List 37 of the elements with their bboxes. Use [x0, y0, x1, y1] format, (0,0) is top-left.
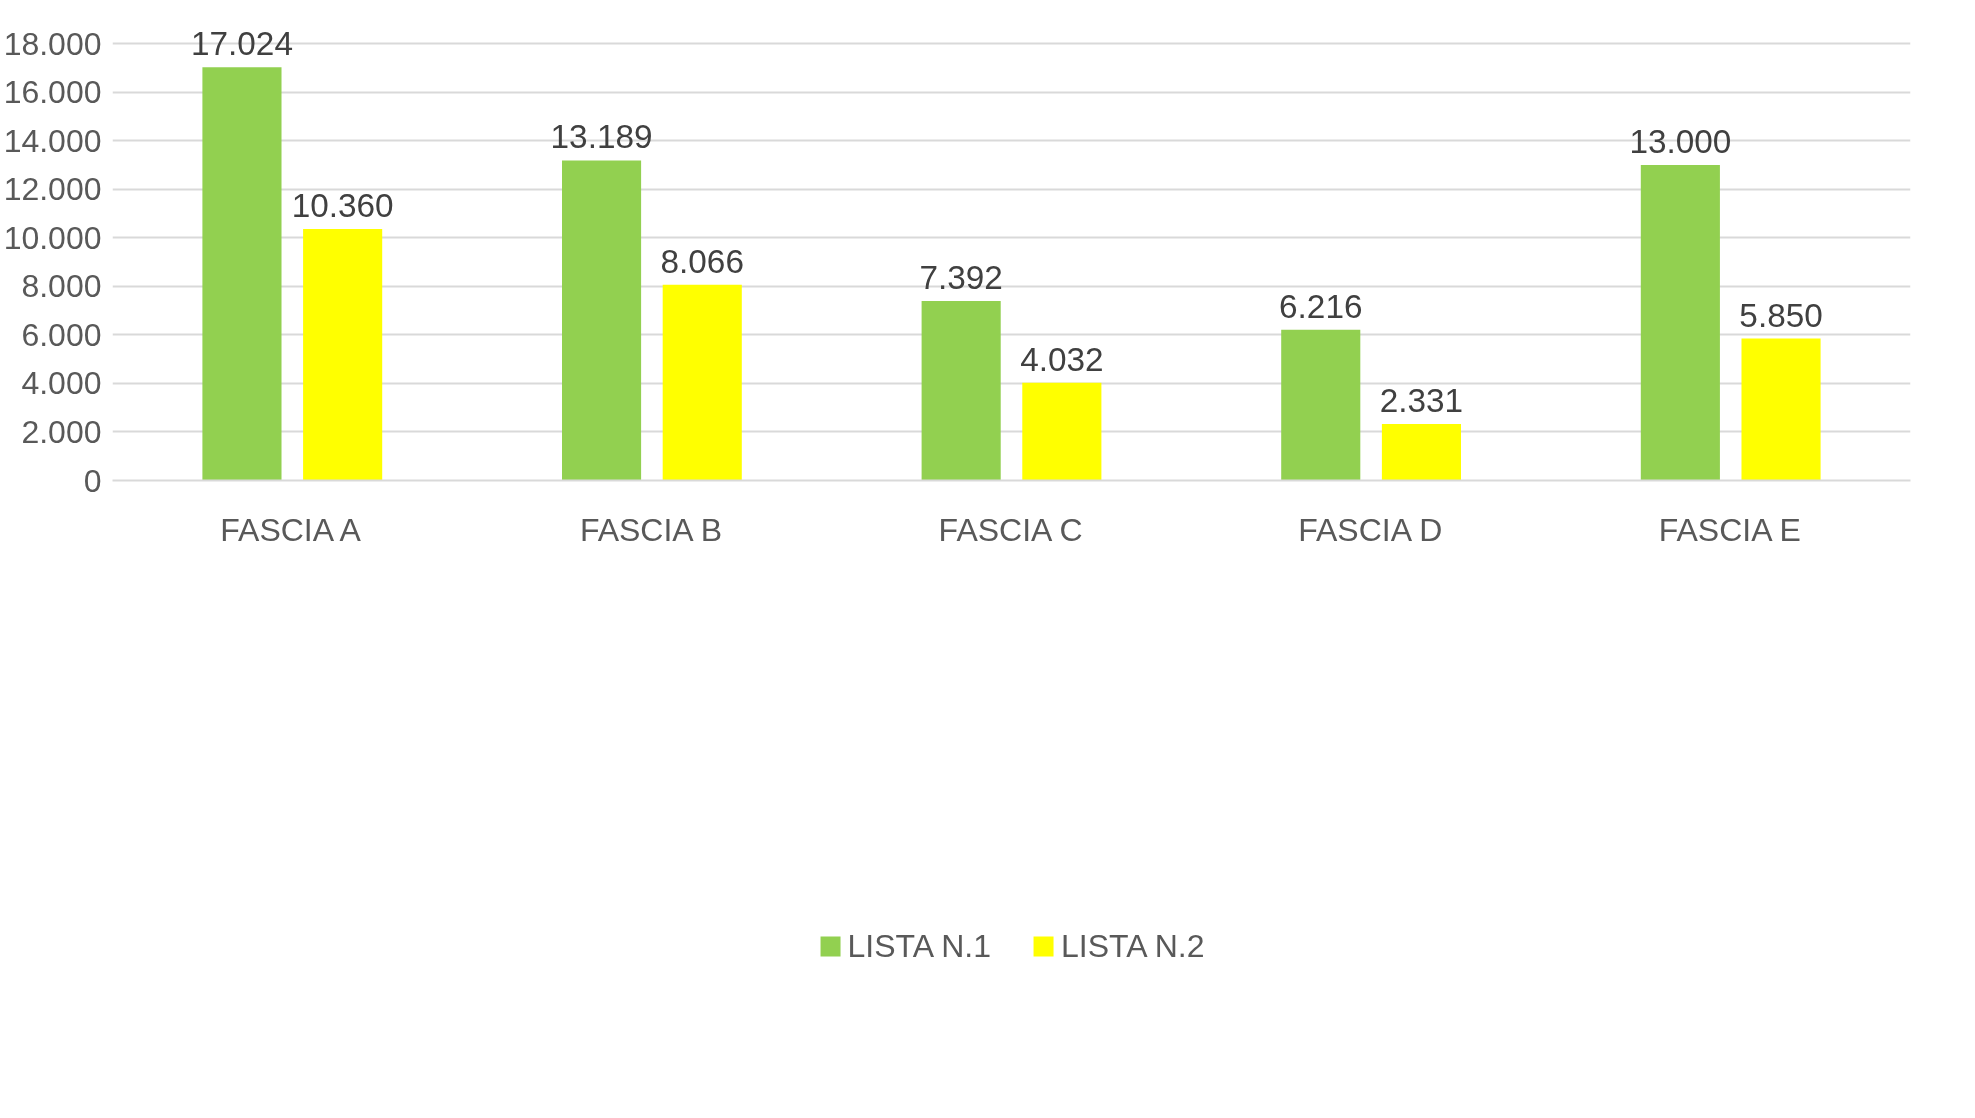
y-tick-label: 12.000 — [3, 171, 102, 208]
y-tick-label: 0 — [83, 462, 102, 499]
y-tick-label: 14.000 — [3, 122, 102, 159]
y-tick-label: 4.000 — [21, 365, 102, 402]
y-tick-label: 2.000 — [21, 413, 102, 450]
bar — [662, 284, 742, 481]
data-label: 2.331 — [1379, 381, 1464, 419]
bar — [562, 160, 642, 481]
bar — [1741, 338, 1821, 481]
y-tick-label: 18.000 — [3, 25, 102, 62]
bar — [1281, 329, 1361, 481]
data-label: 5.850 — [1739, 296, 1823, 334]
bar — [202, 67, 282, 481]
data-label: 13.000 — [1629, 122, 1732, 160]
legend-label: LISTA N.1 — [847, 927, 991, 965]
x-tick-label: FASCIA A — [220, 511, 362, 548]
data-label: 4.032 — [1020, 340, 1104, 378]
data-label: 6.216 — [1279, 287, 1363, 325]
legend-label: LISTA N.2 — [1061, 927, 1205, 965]
y-tick-label: 10.000 — [3, 219, 102, 256]
data-label: 13.189 — [550, 118, 653, 156]
y-tick-label: 6.000 — [21, 316, 102, 353]
data-label: 8.066 — [660, 242, 744, 280]
bar — [1022, 382, 1102, 481]
bar — [1640, 164, 1720, 481]
data-label: 17.024 — [190, 25, 293, 63]
x-tick-label: FASCIA D — [1298, 511, 1443, 548]
data-label: 7.392 — [919, 259, 1003, 297]
bar — [1381, 423, 1461, 481]
bar — [303, 229, 383, 481]
x-tick-label: FASCIA B — [579, 511, 723, 548]
x-tick-label: FASCIA C — [938, 511, 1083, 548]
data-label: 10.360 — [291, 187, 394, 225]
x-tick-label: FASCIA E — [1658, 511, 1801, 548]
y-tick-label: 8.000 — [21, 268, 102, 305]
bar — [921, 301, 1001, 481]
y-tick-label: 16.000 — [3, 74, 102, 111]
